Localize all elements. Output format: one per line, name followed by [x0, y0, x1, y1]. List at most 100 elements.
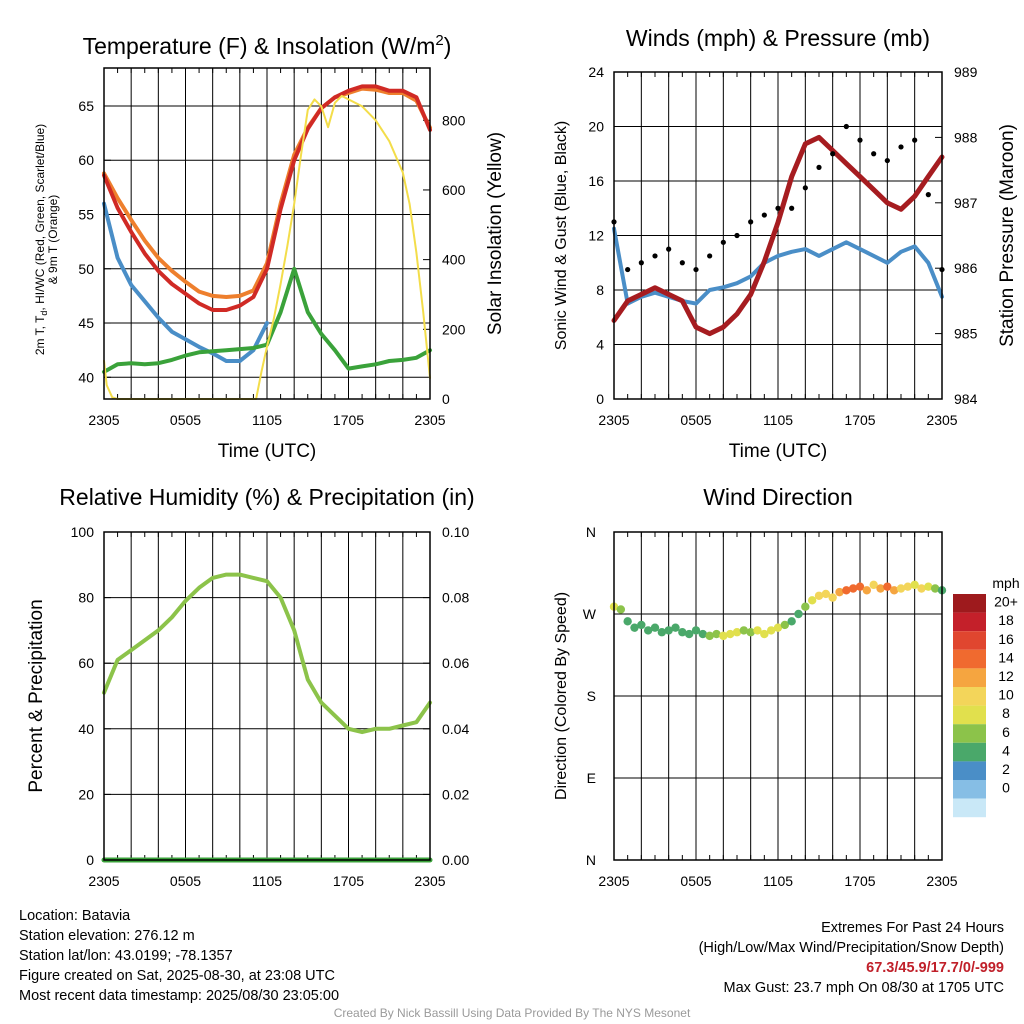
gust-marker: [666, 246, 672, 252]
y-right-tick-label: 0: [442, 391, 450, 407]
direction-point: [924, 582, 933, 591]
direction-point: [698, 629, 708, 639]
colorbar-swatch: [953, 631, 986, 650]
x-axis-label: Time (UTC): [218, 441, 317, 462]
colorbar-swatch: [953, 798, 986, 818]
y-tick-label: 50: [78, 261, 94, 277]
y-tick-label: 100: [71, 524, 95, 540]
recent-data-text: Most recent data timestamp: 2025/08/30 2…: [19, 988, 340, 1004]
created-text: Figure created on Sat, 2025-08-30, at 23…: [19, 968, 335, 984]
colorbar-label: 2: [1002, 761, 1010, 777]
colorbar-label: 6: [1002, 724, 1010, 740]
y-right-tick-label: 200: [442, 321, 466, 337]
direction-point: [848, 584, 858, 593]
x-tick-label: 0505: [170, 873, 201, 889]
extremes-title: Extremes For Past 24 Hours: [821, 920, 1004, 936]
colorbar-swatch: [953, 594, 986, 613]
y-right-tick-label: 989: [954, 64, 978, 80]
gust-marker: [679, 260, 685, 266]
y-right-tick-label: 600: [442, 182, 466, 198]
colorbar-label: 8: [1002, 705, 1010, 721]
colorbar-label: 16: [998, 631, 1014, 647]
y-tick-label: N: [586, 524, 596, 540]
colorbar: mph 20+ 18 16 14 12 10 8 6 4 2 0: [953, 575, 1020, 818]
direction-point: [637, 620, 646, 630]
direction-point: [896, 584, 906, 593]
direction-point: [657, 628, 667, 637]
colorbar-swatch: [953, 705, 986, 725]
x-tick-label: 2305: [88, 873, 119, 889]
direction-point: [930, 584, 940, 593]
y-tick-label: 80: [78, 590, 94, 606]
colorbar-label: 10: [998, 687, 1014, 703]
x-tick-label: 1105: [252, 412, 282, 428]
gust-marker: [761, 212, 767, 218]
y-tick-label: 40: [78, 369, 94, 385]
plot-frame: [613, 71, 943, 400]
series-line-3: [102, 201, 269, 363]
y-right-axis-label: Station Pressure (Maroon): [997, 124, 1018, 347]
panel-title: Wind Direction: [703, 484, 853, 510]
colorbar-label: 18: [998, 612, 1014, 628]
y-right-tick-label: 0.06: [442, 655, 469, 671]
direction-point: [910, 580, 919, 590]
y-tick-label: N: [586, 852, 596, 868]
direction-point: [623, 617, 632, 626]
y-axis-label: Percent & Precipitation: [26, 599, 47, 792]
direction-point: [862, 586, 872, 595]
colorbar-label: 12: [998, 668, 1014, 684]
colorbar-swatch: [953, 687, 986, 706]
plot-frame: [103, 67, 431, 400]
gust-marker: [871, 151, 877, 157]
x-tick-label: 0505: [680, 412, 711, 428]
direction-point: [739, 626, 749, 635]
x-tick-label: 1705: [333, 873, 364, 889]
plot-frame: [613, 531, 943, 861]
colorbar-title: mph: [992, 575, 1019, 591]
extremes-values: 67.3/45.9/17.7/0/-999: [866, 960, 1004, 976]
direction-point: [766, 626, 776, 635]
y-tick-label: E: [587, 770, 596, 786]
y-right-tick-label: 984: [954, 391, 978, 407]
gust-marker: [775, 205, 781, 211]
direction-point: [814, 591, 824, 600]
x-tick-label: 2305: [598, 412, 629, 428]
colorbar-label: 4: [1002, 742, 1010, 758]
y-axis-label: Direction (Colored By Speed): [553, 592, 570, 800]
x-tick-label: 2305: [414, 412, 445, 428]
station-info: Location: Batavia Station elevation: 276…: [19, 906, 339, 1006]
direction-point: [807, 596, 817, 605]
direction-point: [903, 582, 913, 591]
gust-marker: [707, 253, 713, 259]
y-axis-label: Sonic Wind & Gust (Blue, Black): [553, 121, 570, 350]
direction-point: [650, 623, 660, 632]
y-tick-label: 65: [78, 98, 94, 114]
direction-point: [643, 626, 653, 635]
panel-1: Temperature (F) & Insolation (W/m2) 2305 0…: [33, 32, 506, 462]
extremes-subtitle: (High/Low/Max Wind/Precipitation/Snow De…: [698, 940, 1004, 956]
x-axis-label: Time (UTC): [729, 441, 828, 462]
latlon-text: Station lat/lon: 43.0199; -78.1357: [19, 948, 233, 964]
x-tick-label: 2305: [414, 873, 445, 889]
x-tick-label: 1105: [252, 873, 282, 889]
title-close-paren: ): [444, 33, 452, 59]
y-axis-label-line-1: 2m T, Td, HI/WC (Red, Green, Scarlet/Blu…: [33, 124, 49, 355]
gust-marker: [912, 137, 918, 143]
gust-marker: [884, 157, 890, 164]
panel-title: Temperature (F) & Insolation (W/m2): [83, 32, 452, 59]
y-tick-label: 55: [78, 207, 94, 223]
y-right-tick-label: 0.04: [442, 721, 469, 737]
y-tick-label: 60: [78, 655, 94, 671]
direction-point: [794, 609, 803, 619]
y-right-tick-label: 0.10: [442, 524, 469, 540]
direction-point: [691, 626, 701, 635]
gust-marker: [857, 137, 863, 143]
gust-marker: [898, 144, 904, 150]
direction-point: [773, 623, 783, 632]
x-tick-label: 2305: [88, 412, 119, 428]
y-tick-label: W: [583, 606, 597, 622]
y-right-tick-label: 987: [954, 195, 978, 211]
x-tick-label: 1105: [763, 873, 793, 889]
gust-marker: [625, 266, 631, 273]
y-right-tick-label: 985: [954, 326, 978, 342]
